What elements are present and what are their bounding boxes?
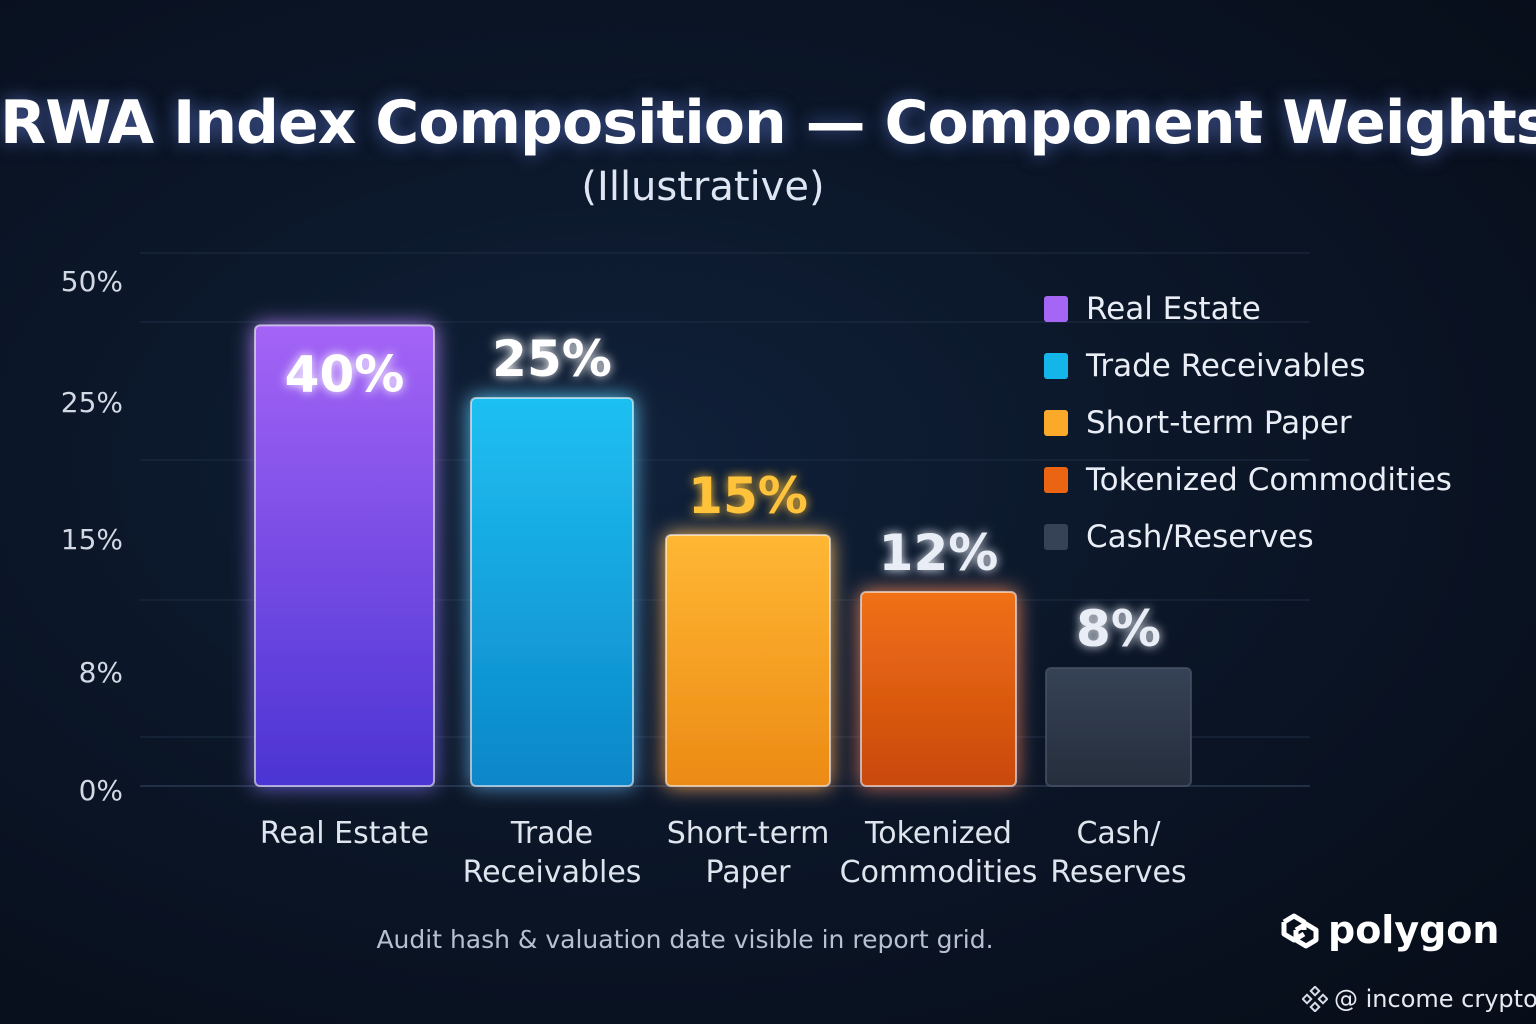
bar-trade-receivables	[470, 397, 634, 787]
x-category-label: Reserves	[1050, 855, 1186, 890]
x-axis-labels: Real Estate Trade Receivables Short-term Pap…	[260, 816, 1187, 890]
watermark-text: @ income crypto	[1334, 985, 1536, 1013]
y-tick-label: 8%	[79, 656, 123, 689]
bar-real-estate	[254, 324, 435, 787]
y-tick-label: 25%	[61, 386, 123, 419]
bar-value-label: 15%	[688, 467, 808, 525]
bar-value-label: 12%	[879, 524, 999, 582]
legend-item-tokenized-commodities: Tokenized Commodities	[1044, 451, 1452, 508]
legend-item-real-estate: Real Estate	[1044, 280, 1452, 337]
y-tick-label: 15%	[61, 523, 123, 556]
watermark: @ income crypto	[1302, 985, 1536, 1013]
legend-label: Trade Receivables	[1086, 347, 1366, 384]
x-category-label: Commodities	[840, 855, 1038, 890]
legend: Real Estate Trade Receivables Short-term…	[1044, 280, 1452, 565]
bars: 40% 25% 15% 12% 8%	[254, 324, 1192, 787]
legend-swatch	[1044, 295, 1068, 322]
legend-swatch	[1044, 523, 1068, 550]
legend-swatch	[1044, 409, 1068, 436]
footnote: Audit hash & valuation date visible in r…	[376, 925, 994, 954]
polygon-logo-icon	[1281, 913, 1319, 949]
bar-cash-reserves	[1045, 667, 1192, 787]
legend-item-cash-reserves: Cash/Reserves	[1044, 508, 1452, 565]
binance-diamond-icon	[1302, 986, 1328, 1012]
chart-title: RWA Index Composition — Component Weight…	[0, 88, 1536, 158]
chart-subtitle: (Illustrative)	[581, 164, 825, 210]
x-category-label: Short-term	[667, 816, 830, 851]
bar-value-label: 25%	[492, 330, 612, 388]
bar-value-label: 40%	[285, 345, 405, 403]
x-category-label: Cash/	[1076, 816, 1161, 851]
x-category-label: Paper	[706, 855, 792, 890]
y-axis-ticks: 0% 8% 15% 25% 50%	[61, 265, 123, 807]
bar-short-term-paper	[665, 534, 831, 787]
legend-label: Tokenized Commodities	[1086, 461, 1452, 498]
bar-tokenized-commodities	[860, 591, 1017, 787]
legend-label: Short-term Paper	[1086, 404, 1352, 441]
bar-value-label: 8%	[1076, 600, 1161, 658]
legend-swatch	[1044, 466, 1068, 493]
legend-swatch	[1044, 352, 1068, 379]
brand-name: polygon	[1328, 908, 1500, 952]
legend-label: Cash/Reserves	[1086, 518, 1314, 555]
legend-item-trade-receivables: Trade Receivables	[1044, 337, 1452, 394]
y-tick-label: 50%	[61, 265, 123, 298]
y-tick-label: 0%	[79, 774, 123, 807]
x-category-label: Real Estate	[260, 816, 429, 851]
legend-item-short-term-paper: Short-term Paper	[1044, 394, 1452, 451]
x-category-label: Trade	[510, 816, 593, 851]
x-category-label: Tokenized	[864, 816, 1012, 851]
legend-label: Real Estate	[1086, 290, 1261, 327]
polygon-brand: polygon	[1278, 908, 1499, 952]
x-category-label: Receivables	[463, 855, 642, 890]
